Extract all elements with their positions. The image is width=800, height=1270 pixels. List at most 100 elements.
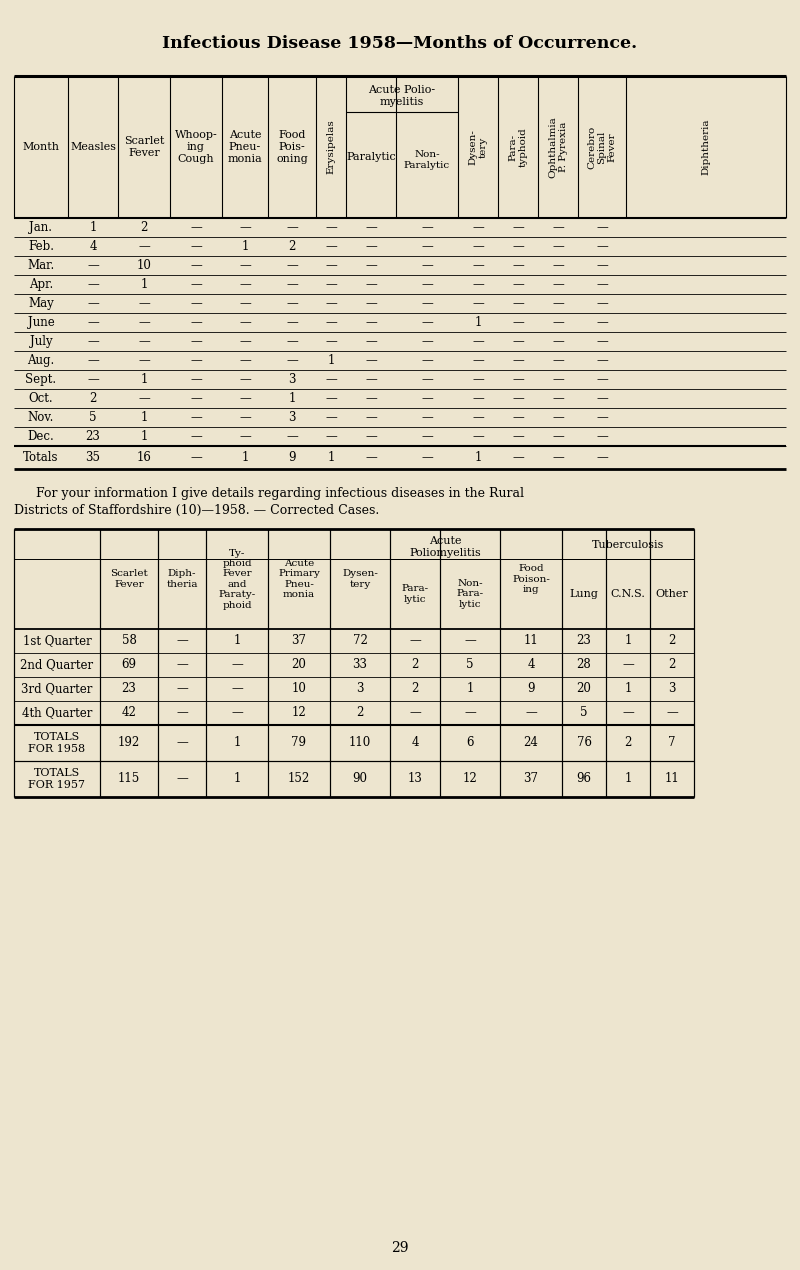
Text: —: — xyxy=(365,297,377,310)
Text: —: — xyxy=(239,392,251,405)
Text: —: — xyxy=(325,373,337,386)
Text: —: — xyxy=(421,335,433,348)
Text: June: June xyxy=(28,316,54,329)
Text: 10: 10 xyxy=(291,682,306,696)
Text: 42: 42 xyxy=(122,706,137,720)
Text: 1: 1 xyxy=(327,354,334,367)
Text: Poliomyelitis: Poliomyelitis xyxy=(409,547,481,558)
Text: —: — xyxy=(421,451,433,464)
Text: —: — xyxy=(552,297,564,310)
Text: 1: 1 xyxy=(234,772,241,786)
Text: Diphtheria: Diphtheria xyxy=(702,119,710,175)
Text: —: — xyxy=(176,659,188,672)
Text: 1: 1 xyxy=(140,278,148,291)
Text: 2: 2 xyxy=(624,737,632,749)
Text: 3: 3 xyxy=(288,373,296,386)
Text: —: — xyxy=(286,354,298,367)
Text: 3: 3 xyxy=(668,682,676,696)
Text: Feb.: Feb. xyxy=(28,240,54,253)
Text: —: — xyxy=(666,706,678,720)
Text: —: — xyxy=(409,706,421,720)
Text: —: — xyxy=(552,221,564,234)
Text: Month: Month xyxy=(22,142,59,152)
Text: —: — xyxy=(239,335,251,348)
Text: TOTALS
FOR 1957: TOTALS FOR 1957 xyxy=(29,768,86,790)
Text: —: — xyxy=(512,240,524,253)
Text: —: — xyxy=(421,392,433,405)
Text: 1: 1 xyxy=(242,451,249,464)
Text: 12: 12 xyxy=(462,772,478,786)
Text: Cerebro
Spinal
Fever: Cerebro Spinal Fever xyxy=(587,126,617,169)
Text: C.N.S.: C.N.S. xyxy=(610,589,646,599)
Text: Para-
typhoid: Para- typhoid xyxy=(508,127,528,166)
Text: 1: 1 xyxy=(624,635,632,648)
Text: 58: 58 xyxy=(122,635,137,648)
Text: —: — xyxy=(409,635,421,648)
Text: —: — xyxy=(190,411,202,424)
Text: 9: 9 xyxy=(527,682,534,696)
Text: —: — xyxy=(190,259,202,272)
Text: —: — xyxy=(512,297,524,310)
Text: Other: Other xyxy=(656,589,688,599)
Text: 1: 1 xyxy=(140,431,148,443)
Text: 2: 2 xyxy=(288,240,296,253)
Text: —: — xyxy=(472,392,484,405)
Text: —: — xyxy=(512,451,524,464)
Text: 20: 20 xyxy=(577,682,591,696)
Text: —: — xyxy=(596,297,608,310)
Text: —: — xyxy=(512,411,524,424)
Text: —: — xyxy=(421,221,433,234)
Text: —: — xyxy=(552,259,564,272)
Text: —: — xyxy=(138,392,150,405)
Text: —: — xyxy=(512,392,524,405)
Text: —: — xyxy=(596,316,608,329)
Text: Food
Poison-
ing: Food Poison- ing xyxy=(512,564,550,594)
Text: 192: 192 xyxy=(118,737,140,749)
Text: —: — xyxy=(512,354,524,367)
Text: —: — xyxy=(325,431,337,443)
Text: —: — xyxy=(596,431,608,443)
Text: 35: 35 xyxy=(86,451,101,464)
Text: Totals: Totals xyxy=(23,451,58,464)
Text: —: — xyxy=(190,373,202,386)
Text: Dec.: Dec. xyxy=(28,431,54,443)
Text: 11: 11 xyxy=(665,772,679,786)
Text: —: — xyxy=(596,411,608,424)
Text: Sept.: Sept. xyxy=(26,373,57,386)
Text: —: — xyxy=(365,431,377,443)
Text: Food
Pois-
oning: Food Pois- oning xyxy=(276,131,308,164)
Text: —: — xyxy=(512,221,524,234)
Text: 76: 76 xyxy=(577,737,591,749)
Text: 5: 5 xyxy=(90,411,97,424)
Text: —: — xyxy=(87,316,99,329)
Text: —: — xyxy=(87,335,99,348)
Text: —: — xyxy=(325,411,337,424)
Text: May: May xyxy=(28,297,54,310)
Text: —: — xyxy=(365,335,377,348)
Text: —: — xyxy=(325,259,337,272)
Text: 90: 90 xyxy=(353,772,367,786)
Text: 110: 110 xyxy=(349,737,371,749)
Text: Nov.: Nov. xyxy=(28,411,54,424)
Text: 16: 16 xyxy=(137,451,151,464)
Text: —: — xyxy=(365,451,377,464)
Text: 152: 152 xyxy=(288,772,310,786)
Text: 4: 4 xyxy=(527,659,534,672)
Text: 29: 29 xyxy=(391,1241,409,1255)
Text: —: — xyxy=(231,659,243,672)
Text: —: — xyxy=(365,259,377,272)
Text: —: — xyxy=(472,278,484,291)
Text: —: — xyxy=(190,278,202,291)
Text: 10: 10 xyxy=(137,259,151,272)
Text: 1: 1 xyxy=(90,221,97,234)
Text: Dysen-
tery: Dysen- tery xyxy=(342,569,378,589)
Text: —: — xyxy=(464,635,476,648)
Text: —: — xyxy=(622,706,634,720)
Text: 20: 20 xyxy=(291,659,306,672)
Text: 4: 4 xyxy=(411,737,418,749)
Text: 1: 1 xyxy=(140,373,148,386)
Text: —: — xyxy=(596,354,608,367)
Text: —: — xyxy=(190,431,202,443)
Text: Mar.: Mar. xyxy=(27,259,54,272)
Text: 5: 5 xyxy=(466,659,474,672)
